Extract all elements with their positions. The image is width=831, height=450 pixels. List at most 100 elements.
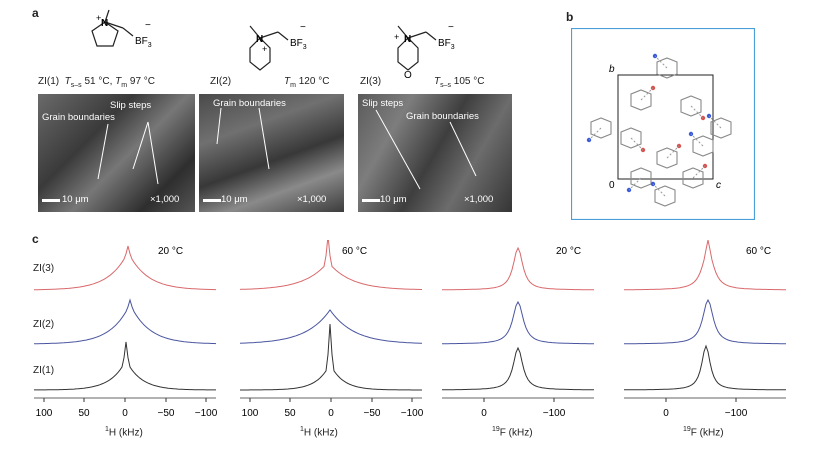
zi2-structure: N + BF3 − — [249, 22, 307, 71]
svg-text:+: + — [96, 13, 101, 23]
svg-text:+: + — [262, 44, 267, 54]
row-label-zi1: ZI(1) — [33, 365, 55, 376]
svg-text:+: + — [394, 32, 399, 42]
tick-label: −100 — [725, 408, 748, 419]
plot2-xlabel: 1H (kHz) — [300, 426, 338, 439]
molecule-ring — [710, 117, 732, 139]
tick-label: 100 — [36, 408, 53, 419]
svg-text:O: O — [404, 70, 412, 80]
zi3-structure: N + O BF3 − — [394, 22, 455, 80]
tick-label: −100 — [195, 408, 218, 419]
sem-image-zi3: Slip steps Grain boundaries 10 μm ×1,000 — [358, 94, 512, 212]
plot3-xlabel: 19F (kHz) — [492, 426, 533, 439]
molecule-ring — [680, 95, 702, 117]
zi3-label: ZI(3) Ts–s 105 °C — [360, 76, 485, 89]
sem3-scalebar — [362, 199, 380, 202]
tick-label: 100 — [242, 408, 259, 419]
spectrum-zi3 — [34, 245, 216, 291]
tick-label: 50 — [284, 408, 296, 419]
spectrum-zi2 — [239, 309, 423, 344]
sem-image-zi2: Grain boundaries 10 μm ×1,000 — [199, 94, 344, 212]
contact-line — [692, 165, 706, 179]
spectrum-zi1 — [34, 341, 216, 391]
contact-line — [628, 177, 642, 191]
molecule-ring — [654, 185, 676, 207]
sem3-label-grain: Grain boundaries — [406, 111, 479, 122]
zi1-structure: N + BF3 − — [91, 9, 152, 49]
plot3-temp: 20 °C — [556, 246, 581, 257]
spectrum-zi1 — [441, 346, 595, 391]
row-label-zi3: ZI(3) — [33, 263, 55, 274]
atom — [640, 147, 646, 153]
molecule-ring — [620, 127, 642, 149]
molecule-ring — [656, 147, 678, 169]
spectrum-zi3 — [239, 240, 422, 290]
zi1-bf3: BF3 — [135, 36, 152, 49]
sem-image-zi1: Slip steps Grain boundaries 10 μm ×1,000 — [38, 94, 195, 212]
tick-label: −100 — [401, 408, 424, 419]
axis-c-label: c — [716, 180, 721, 191]
crystal-packing-diagram: b 0 c — [571, 28, 755, 220]
tick-label: 0 — [122, 408, 128, 419]
svg-text:BF3: BF3 — [290, 38, 307, 51]
plot4-temp: 60 °C — [746, 246, 771, 257]
svg-text:−: − — [448, 22, 454, 33]
sem2-scale-text: 10 μm — [221, 194, 248, 205]
tick-label: 0 — [328, 408, 334, 419]
sem3-label-slip: Slip steps — [362, 98, 404, 109]
sem1-scalebar — [42, 199, 60, 202]
tick-label: 0 — [663, 408, 669, 419]
molecule-ring — [692, 135, 714, 157]
plot2-temp: 60 °C — [342, 246, 367, 257]
crystal-frame — [571, 28, 755, 220]
contact-line — [640, 87, 654, 101]
contact-line — [588, 127, 602, 141]
nmr-plot-19f-60c: 60 °C 0 −100 — [624, 240, 786, 419]
sem1-label-grain: Grain boundaries — [42, 112, 115, 123]
atom — [586, 137, 592, 143]
contact-line — [708, 115, 722, 129]
spectrum-zi1 — [624, 344, 786, 391]
plot1-xlabel: 1H (kHz) — [105, 426, 143, 439]
row-label-zi2: ZI(2) — [33, 319, 55, 330]
nmr-plot-19f-20c: 20 °C 0 −100 — [441, 246, 595, 419]
svg-text:−: − — [300, 22, 306, 33]
tick-label: −50 — [364, 408, 381, 419]
contact-line — [690, 133, 704, 147]
zi2-label: ZI(2) Tm 120 °C — [210, 76, 330, 89]
svg-text:BF3: BF3 — [438, 38, 455, 51]
origin-label: 0 — [609, 180, 615, 191]
plot4-xlabel: 19F (kHz) — [683, 426, 724, 439]
molecule-ring — [630, 89, 652, 111]
tick-label: −50 — [158, 408, 175, 419]
contact-line — [690, 105, 704, 119]
sem2-label-grain: Grain boundaries — [213, 98, 286, 109]
crystal-molecules — [586, 53, 732, 207]
zi1-label: ZI(1) Ts–s 51 °C, Tm 97 °C — [38, 76, 156, 89]
panel-c-letter: c — [32, 232, 39, 246]
plot1-temp: 20 °C — [158, 246, 183, 257]
spectrum-zi1 — [240, 323, 422, 391]
molecule-ring — [590, 117, 612, 139]
contact-line — [654, 55, 668, 69]
contact-line — [652, 183, 666, 197]
spectrum-zi2 — [442, 300, 594, 345]
tick-label: 0 — [481, 408, 487, 419]
svg-text:N: N — [101, 18, 108, 29]
svg-text:−: − — [145, 20, 151, 31]
panel-a-letter: a — [32, 6, 39, 20]
contact-line — [666, 145, 680, 159]
panel-b-letter: b — [566, 10, 574, 24]
nmr-plot-1h-20c: 20 °C 100 50 0 −50 −100 — [34, 245, 218, 419]
spectrum-zi2 — [624, 298, 786, 345]
molecule-ring — [656, 57, 678, 79]
atom — [652, 53, 658, 59]
svg-text:N: N — [256, 34, 263, 45]
nmr-plot-1h-60c: 60 °C 100 50 0 −50 −100 — [239, 240, 424, 419]
unit-cell — [617, 74, 714, 180]
sem3-mag: ×1,000 — [464, 194, 494, 205]
molecule-ring — [682, 167, 704, 189]
sem3-scale-text: 10 μm — [380, 194, 407, 205]
sem2-mag: ×1,000 — [297, 194, 327, 205]
sem2-scalebar — [203, 199, 221, 202]
